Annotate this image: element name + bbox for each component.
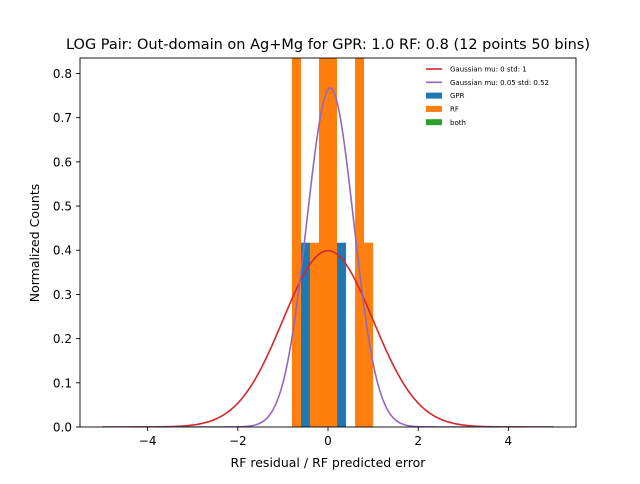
x-tick-label: 0: [324, 434, 332, 448]
curve-gaussian-2: [102, 87, 554, 427]
legend-label-gaussian-mu-0-05-std-0-52: Gaussian mu: 0.05 std: 0.52: [450, 79, 549, 87]
plot-content: [102, 58, 554, 427]
y-tick-label: 0.1: [53, 376, 72, 390]
bar-rf-2: [318, 58, 338, 427]
legend-label-gaussian-mu-0-std-1: Gaussian mu: 0 std: 1: [450, 66, 527, 74]
plot-area: [102, 58, 554, 427]
legend-swatch-gpr: [426, 92, 442, 99]
y-tick-label: 0.8: [53, 67, 72, 81]
legend-label-both: both: [450, 119, 466, 127]
x-tick-label: −4: [139, 434, 157, 448]
legend-label-rf: RF: [450, 106, 459, 114]
y-tick-label: 0.0: [53, 421, 72, 435]
bar-rf-3: [355, 58, 365, 427]
y-tick-label: 0.3: [53, 288, 72, 302]
y-tick-label: 0.2: [53, 332, 72, 346]
y-tick-label: 0.4: [53, 244, 72, 258]
y-tick-label: 0.5: [53, 200, 72, 214]
bar-rf-0: [291, 58, 301, 427]
bar-gpr-2: [337, 242, 347, 427]
legend: Gaussian mu: 0 std: 1 Gaussian mu: 0.05 s…: [426, 66, 549, 127]
x-tick-label: −2: [229, 434, 247, 448]
y-tick-label: 0.6: [53, 155, 72, 169]
x-tick-label: 2: [414, 434, 422, 448]
legend-swatch-rf: [426, 105, 442, 112]
axes: −4 −2 0 2 4 0.0 0.1 0.2 0.3 0.4 0.5 0.6 0.7 0.8: [53, 57, 577, 448]
legend-swatch-both: [426, 119, 442, 126]
x-axis-label: RF residual / RF predicted error: [231, 455, 427, 470]
chart-title: LOG Pair: Out-domain on Ag+Mg for GPR: 1…: [66, 37, 590, 53]
bar-rf-1: [309, 242, 319, 427]
y-axis-label: Normalized Counts: [27, 184, 42, 303]
y-tick-label: 0.7: [53, 111, 72, 125]
bar-gpr-0: [300, 242, 310, 427]
x-tick-label: 4: [505, 434, 513, 448]
legend-label-gpr: GPR: [450, 92, 465, 100]
